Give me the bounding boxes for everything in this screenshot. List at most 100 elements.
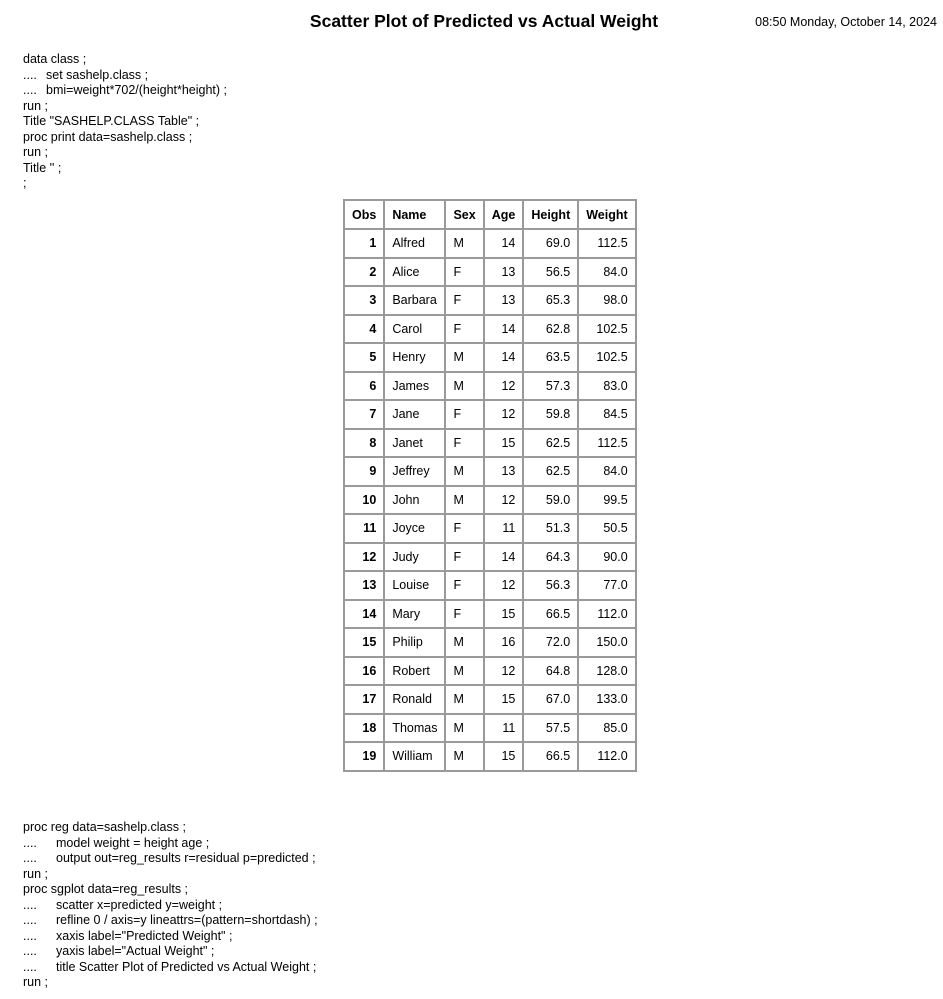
cell-name: John: [383, 484, 447, 515]
cell-obs: 1: [342, 228, 386, 259]
cell-name: Henry: [383, 342, 447, 373]
cell-sex: M: [444, 456, 485, 487]
code-line: .... bmi=weight*702/(height*height) ;: [23, 83, 227, 99]
code-text: scatter x=predicted y=weight ;: [56, 897, 223, 912]
code-indent: ....: [23, 835, 37, 850]
cell-name: Louise: [383, 570, 447, 601]
code-indent: ....: [23, 897, 37, 912]
code-indent: ....: [23, 959, 37, 974]
table-row: 19 William M 15 66.5 112.0: [342, 741, 637, 772]
table-row: 1 Alfred M 14 69.0 112.5: [342, 228, 637, 259]
cell-height: 59.8: [522, 399, 580, 430]
column-header-sex: Sex: [444, 199, 485, 230]
cell-weight: 84.5: [577, 399, 637, 430]
table-row: 7 Jane F 12 59.8 84.5: [342, 399, 637, 430]
cell-weight: 90.0: [577, 541, 637, 572]
code-line: run ;: [23, 867, 318, 883]
table-row: 17 Ronald M 15 67.0 133.0: [342, 684, 637, 715]
cell-obs: 14: [342, 598, 386, 629]
code-text: output out=reg_results r=residual p=pred…: [56, 851, 316, 865]
cell-obs: 2: [342, 256, 386, 287]
cell-weight: 83.0: [577, 370, 637, 401]
cell-sex: F: [444, 541, 485, 572]
cell-height: 64.8: [522, 655, 580, 686]
cell-name: Carol: [383, 313, 447, 344]
cell-sex: M: [444, 370, 485, 401]
cell-height: 62.8: [522, 313, 580, 344]
cell-age: 12: [482, 655, 525, 686]
cell-obs: 12: [342, 541, 386, 572]
cell-name: Alfred: [383, 228, 447, 259]
run-datetime: 08:50 Monday, October 14, 2024: [755, 15, 937, 29]
cell-obs: 11: [342, 513, 386, 544]
cell-height: 56.3: [522, 570, 580, 601]
cell-age: 15: [482, 684, 525, 715]
code-text: proc print data=sashelp.class ;: [23, 129, 193, 144]
cell-age: 15: [482, 427, 525, 458]
table-row: 8 Janet F 15 62.5 112.5: [342, 427, 637, 458]
code-line: .... refline 0 / axis=y lineattrs=(patter…: [23, 913, 318, 929]
cell-name: Ronald: [383, 684, 447, 715]
cell-sex: M: [444, 684, 485, 715]
cell-obs: 6: [342, 370, 386, 401]
cell-height: 66.5: [522, 741, 580, 772]
column-header-name: Name: [383, 199, 447, 230]
table-row: 12 Judy F 14 64.3 90.0: [342, 541, 637, 572]
code-line: proc print data=sashelp.class ;: [23, 130, 227, 146]
code-text: Title '' ;: [23, 160, 62, 175]
cell-weight: 99.5: [577, 484, 637, 515]
code-line: proc sgplot data=reg_results ;: [23, 882, 318, 898]
cell-name: Barbara: [383, 285, 447, 316]
cell-weight: 84.0: [577, 256, 637, 287]
code-text: bmi=weight*702/(height*height) ;: [46, 83, 228, 97]
code-indent: ....: [23, 83, 37, 97]
code-line: run ;: [23, 99, 227, 115]
cell-obs: 5: [342, 342, 386, 373]
cell-obs: 4: [342, 313, 386, 344]
cell-sex: F: [444, 285, 485, 316]
table-row: 10 John M 12 59.0 99.5: [342, 484, 637, 515]
cell-weight: 50.5: [577, 513, 637, 544]
page-title: Scatter Plot of Predicted vs Actual Weig…: [309, 11, 659, 31]
code-text: proc sgplot data=reg_results ;: [23, 882, 189, 896]
cell-obs: 9: [342, 456, 386, 487]
cell-weight: 150.0: [577, 627, 637, 658]
cell-sex: F: [444, 256, 485, 287]
cell-age: 12: [482, 399, 525, 430]
cell-age: 13: [482, 285, 525, 316]
cell-age: 14: [482, 342, 525, 373]
table-row: 16 Robert M 12 64.8 128.0: [342, 655, 637, 686]
cell-age: 15: [482, 741, 525, 772]
code-block-top: data class ;.... set sashelp.class ;.... b…: [23, 52, 227, 192]
cell-sex: F: [444, 513, 485, 544]
cell-obs: 8: [342, 427, 386, 458]
code-line: proc reg data=sashelp.class ;: [23, 820, 318, 836]
cell-name: Alice: [383, 256, 447, 287]
cell-age: 15: [482, 598, 525, 629]
table-row: 6 James M 12 57.3 83.0: [342, 370, 637, 401]
cell-height: 64.3: [522, 541, 580, 572]
cell-age: 13: [482, 256, 525, 287]
code-text: set sashelp.class ;: [46, 67, 149, 82]
cell-obs: 7: [342, 399, 386, 430]
cell-name: Judy: [383, 541, 447, 572]
code-text: run ;: [23, 975, 49, 989]
code-indent: ....: [23, 67, 37, 82]
cell-sex: F: [444, 570, 485, 601]
cell-sex: F: [444, 427, 485, 458]
cell-weight: 133.0: [577, 684, 637, 715]
table-row: 15 Philip M 16 72.0 150.0: [342, 627, 637, 658]
code-line: .... title Scatter Plot of Predicted vs A…: [23, 960, 318, 976]
cell-name: William: [383, 741, 447, 772]
table-row: 3 Barbara F 13 65.3 98.0: [342, 285, 637, 316]
cell-age: 14: [482, 313, 525, 344]
table-row: 9 Jeffrey M 13 62.5 84.0: [342, 456, 637, 487]
code-text: model weight = height age ;: [56, 835, 210, 850]
cell-sex: F: [444, 598, 485, 629]
cell-obs: 18: [342, 712, 386, 743]
code-line: .... yaxis label="Actual Weight" ;: [23, 944, 318, 960]
table-row: 13 Louise F 12 56.3 77.0: [342, 570, 637, 601]
table-row: 14 Mary F 15 66.5 112.0: [342, 598, 637, 629]
column-header-weight: Weight: [577, 199, 637, 230]
cell-obs: 13: [342, 570, 386, 601]
